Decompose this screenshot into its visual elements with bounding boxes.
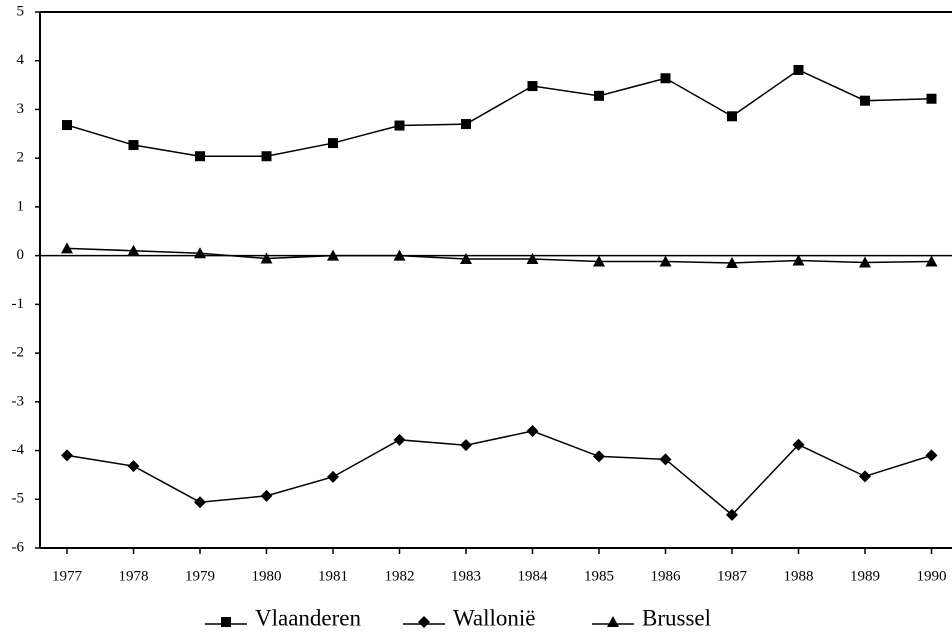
y-tick-label: -3	[12, 393, 25, 409]
x-tick-label: 1990	[917, 568, 947, 584]
series-line	[66, 69, 932, 157]
x-tick-label: 1978	[119, 568, 149, 584]
data-point	[659, 453, 672, 466]
data-point	[195, 151, 205, 162]
data-point	[128, 140, 139, 151]
x-tick-label: 1988	[784, 568, 814, 584]
data-point	[393, 433, 406, 446]
data-point	[925, 255, 938, 267]
legend-marker	[221, 617, 231, 627]
data-point	[460, 253, 472, 265]
legend-label: Wallonië	[453, 605, 535, 630]
data-point	[594, 90, 604, 101]
y-tick-label: 4	[17, 52, 25, 68]
data-point	[62, 120, 72, 131]
x-tick-label: 1984	[518, 568, 549, 584]
data-point	[726, 256, 738, 268]
x-tick-label: 1989	[850, 568, 880, 584]
data-point	[593, 450, 605, 463]
data-point	[393, 249, 406, 261]
data-point	[859, 470, 871, 483]
data-point	[461, 119, 471, 130]
x-tick-label: 1983	[451, 568, 481, 584]
data-point	[261, 151, 272, 162]
data-point	[792, 254, 805, 266]
data-point	[926, 93, 937, 104]
y-tick-label: -4	[12, 442, 25, 458]
data-point	[260, 489, 273, 502]
legend-label: Brussel	[642, 605, 711, 630]
x-tick-label: 1979	[185, 568, 215, 584]
data-point	[328, 138, 338, 149]
data-point	[327, 249, 339, 261]
data-point	[726, 508, 738, 521]
x-tick-label: 1985	[584, 568, 614, 584]
y-tick-label: -2	[12, 345, 25, 361]
y-tick-label: 0	[17, 247, 25, 263]
x-tick-label: 1982	[385, 568, 415, 584]
x-tick-label: 1986	[651, 568, 682, 584]
y-tick-label: -1	[12, 296, 25, 312]
y-tick-label: 3	[17, 101, 25, 117]
data-point	[793, 64, 804, 75]
series-line	[66, 430, 932, 516]
data-point	[860, 95, 870, 106]
legend-label: Vlaanderen	[255, 605, 361, 630]
data-point	[327, 470, 339, 483]
data-point	[526, 425, 539, 438]
data-point	[394, 120, 405, 131]
data-point	[526, 253, 539, 265]
x-tick-label: 1981	[318, 568, 348, 584]
data-point	[460, 439, 472, 452]
data-point	[925, 449, 938, 462]
data-point	[260, 252, 273, 264]
x-tick-label: 1980	[252, 568, 282, 584]
y-tick-label: -6	[12, 539, 25, 555]
x-tick-label: 1987	[717, 568, 748, 584]
data-point	[859, 256, 871, 268]
data-point	[593, 255, 605, 267]
x-tick-label: 1977	[52, 568, 83, 584]
y-tick-label: -5	[12, 491, 25, 507]
legend-marker	[418, 616, 430, 628]
data-point	[194, 496, 206, 509]
data-point	[127, 460, 140, 473]
legend-marker	[607, 616, 619, 627]
data-point	[194, 247, 206, 259]
data-point	[127, 244, 140, 256]
y-tick-label: 1	[17, 198, 25, 214]
series-line	[66, 247, 932, 264]
data-point	[527, 81, 538, 92]
data-point	[61, 242, 73, 254]
y-tick-label: 5	[17, 3, 25, 19]
data-point	[659, 255, 672, 267]
y-tick-label: 2	[17, 150, 25, 166]
data-point	[61, 449, 73, 462]
data-point	[727, 111, 737, 122]
data-point	[660, 73, 671, 84]
data-point	[792, 438, 805, 451]
